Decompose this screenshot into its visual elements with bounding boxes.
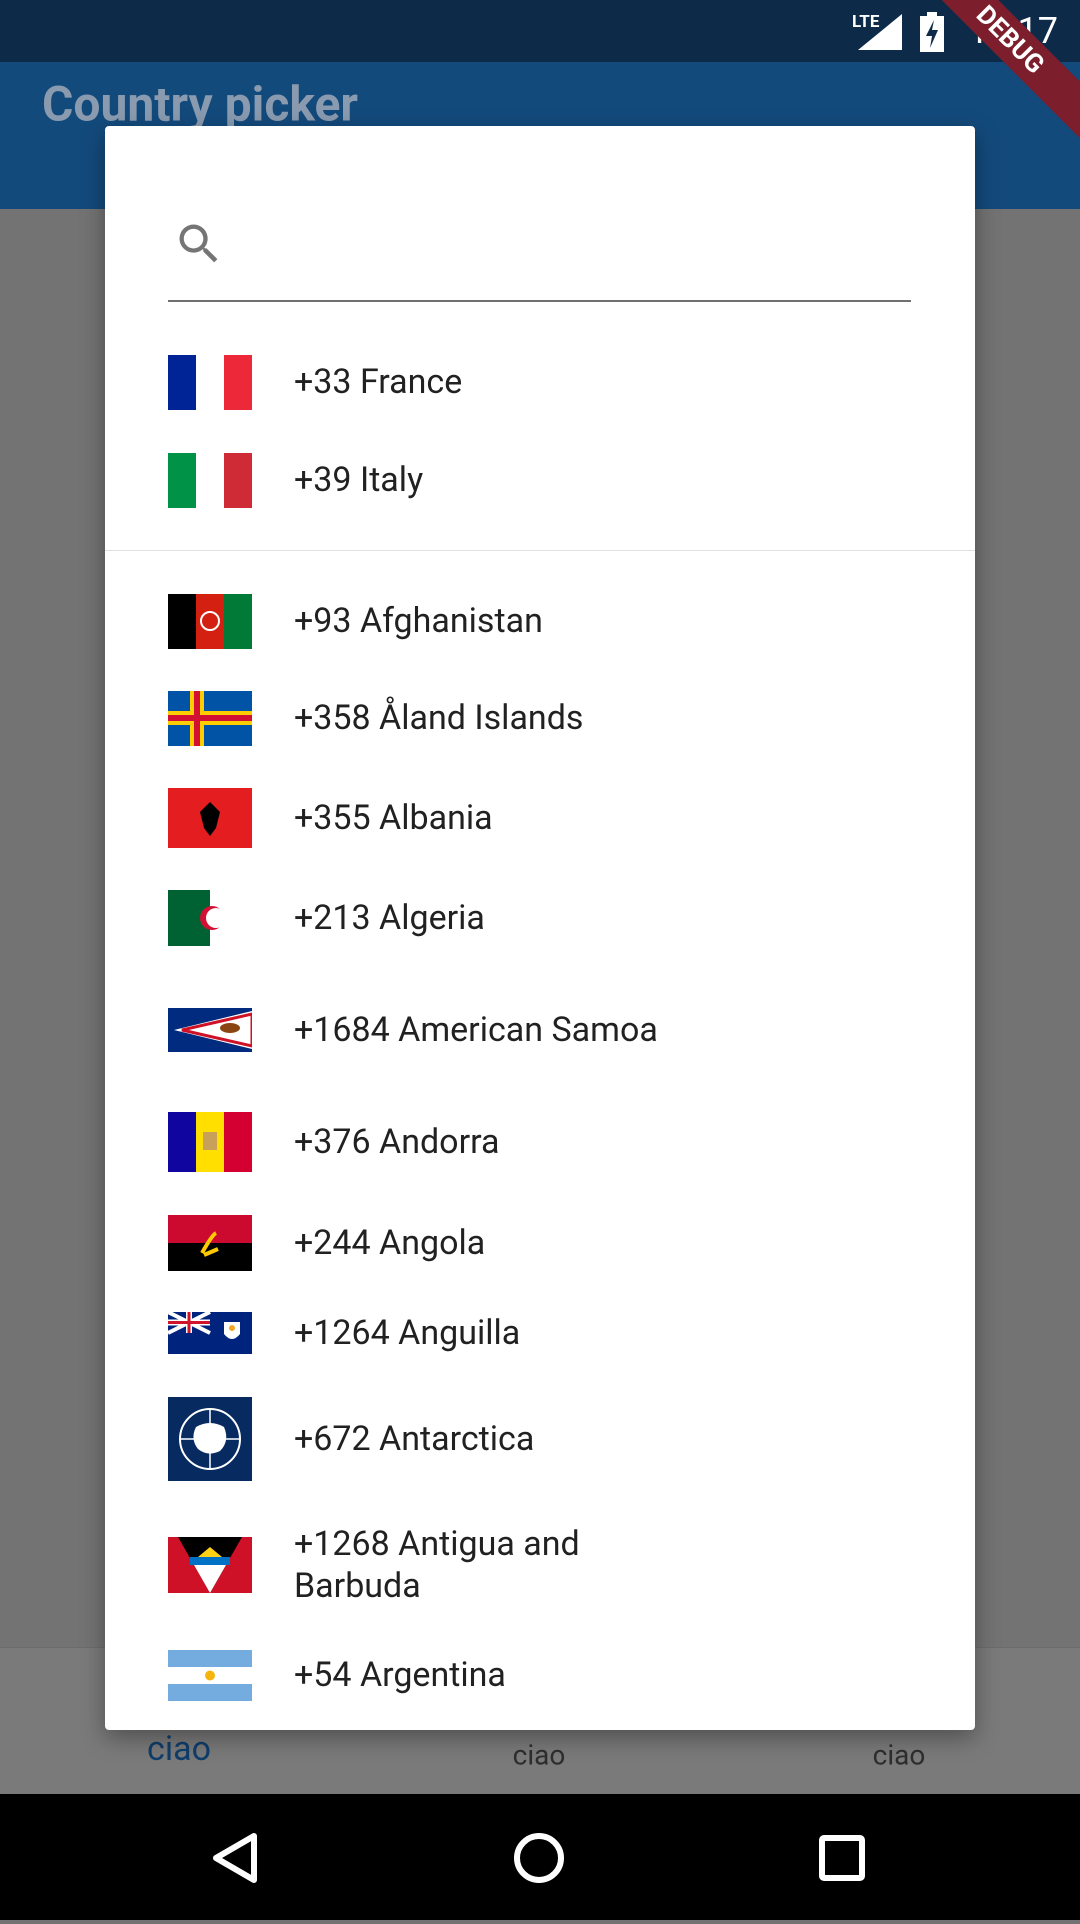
country-option[interactable]: +355 Albania xyxy=(294,798,493,838)
flag xyxy=(168,1537,252,1593)
flag xyxy=(168,354,252,410)
country-option[interactable]: +1264 Anguilla xyxy=(294,1313,521,1353)
status-bar: LTE 11:17 xyxy=(0,0,1080,62)
home-button[interactable] xyxy=(514,1833,564,1883)
country-option[interactable]: +93 Afghanistan xyxy=(294,601,543,641)
search-icon xyxy=(179,224,218,263)
flag xyxy=(168,1112,252,1172)
flag xyxy=(168,593,252,649)
network-label: LTE xyxy=(852,12,880,32)
country-option[interactable]: +1268 Antigua and Barbuda xyxy=(294,1524,580,1606)
country-option[interactable]: +54 Argentina xyxy=(294,1655,506,1695)
system-nav xyxy=(0,1794,1080,1920)
nav-item[interactable]: ciao xyxy=(872,1738,926,1772)
nav-item[interactable]: ciao xyxy=(512,1738,566,1772)
country-dialog: +33 France +39 Italy +93 Afghanistan +358 Å… xyxy=(105,126,975,1730)
country-option[interactable]: +33 France xyxy=(294,362,463,402)
signal-icon xyxy=(858,14,902,50)
country-option[interactable]: +213 Algeria xyxy=(294,898,485,938)
country-option[interactable]: +376 Andorra xyxy=(294,1122,500,1162)
country-option[interactable]: +672 Antarctica xyxy=(294,1419,535,1459)
app-title: Country picker xyxy=(42,75,359,133)
flag xyxy=(168,1397,252,1481)
country-option[interactable]: +1684 American Samoa xyxy=(294,1010,658,1050)
divider xyxy=(105,550,975,551)
battery-icon xyxy=(920,12,944,52)
flag xyxy=(168,690,252,746)
recents-button[interactable] xyxy=(819,1835,865,1881)
flag xyxy=(168,1008,252,1052)
flag xyxy=(168,1649,252,1701)
flag xyxy=(168,452,252,508)
flag xyxy=(168,1312,252,1354)
flag xyxy=(168,890,252,946)
back-button[interactable] xyxy=(213,1833,257,1883)
system-nav-icons xyxy=(213,1833,865,1883)
country-option[interactable]: +39 Italy xyxy=(294,460,424,500)
flag xyxy=(168,1215,252,1271)
nav-item[interactable]: ciao xyxy=(147,1729,211,1769)
search-field[interactable] xyxy=(168,300,911,302)
country-option[interactable]: +358 Åland Islands xyxy=(294,698,584,738)
flag xyxy=(168,788,252,848)
country-option[interactable]: +244 Angola xyxy=(294,1223,486,1263)
